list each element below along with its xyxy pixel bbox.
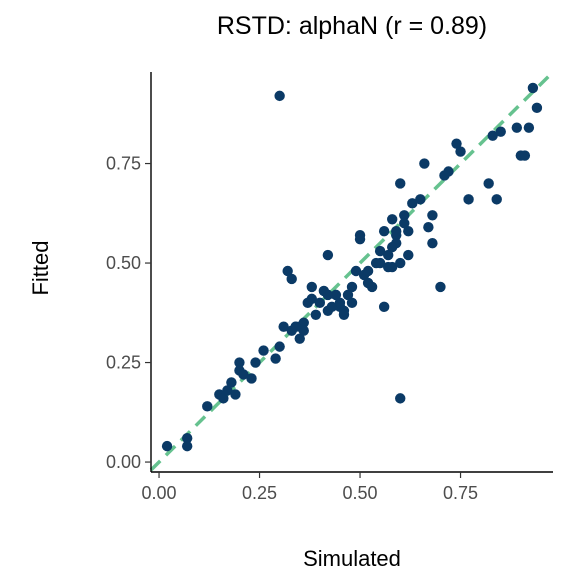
x-axis-title: Simulated xyxy=(303,546,401,571)
data-point xyxy=(519,150,531,161)
data-point xyxy=(399,210,410,221)
data-point xyxy=(181,440,193,452)
y-tick-label: 0.00 xyxy=(106,452,141,472)
data-point xyxy=(495,126,506,137)
data-point xyxy=(250,357,261,368)
data-point xyxy=(346,297,358,309)
data-point xyxy=(463,194,474,205)
data-point xyxy=(270,353,281,364)
data-point xyxy=(487,130,498,141)
data-point xyxy=(334,297,346,309)
data-point xyxy=(527,82,539,94)
data-point xyxy=(218,393,229,404)
data-point xyxy=(511,122,523,133)
data-point xyxy=(294,333,305,344)
data-point xyxy=(395,178,406,189)
data-point xyxy=(322,249,334,261)
data-point xyxy=(374,257,386,269)
data-point xyxy=(202,401,213,412)
data-point xyxy=(278,321,289,332)
data-point xyxy=(290,321,301,332)
data-point xyxy=(306,281,317,293)
data-point xyxy=(230,389,241,400)
points-layer xyxy=(161,82,543,452)
data-point xyxy=(387,241,398,253)
data-point xyxy=(403,249,414,261)
y-tick-label: 0.25 xyxy=(106,353,141,373)
x-tick-label: 0.50 xyxy=(343,483,378,503)
data-point xyxy=(346,281,358,293)
data-point xyxy=(403,226,414,237)
data-point xyxy=(310,309,322,320)
data-point xyxy=(234,357,245,368)
data-point xyxy=(395,393,406,404)
data-point xyxy=(378,226,390,237)
data-point xyxy=(362,265,374,277)
data-point xyxy=(366,281,378,293)
data-point xyxy=(391,226,402,237)
data-point xyxy=(427,210,438,221)
data-point xyxy=(161,440,173,452)
data-point xyxy=(387,214,398,225)
data-point xyxy=(415,194,426,205)
y-tick-label: 0.50 xyxy=(106,253,141,273)
data-point xyxy=(523,122,535,133)
data-point xyxy=(246,373,257,384)
data-point xyxy=(282,265,293,277)
data-point xyxy=(382,249,394,261)
data-point xyxy=(342,289,354,301)
data-point xyxy=(378,301,390,313)
data-point xyxy=(407,198,418,209)
data-point xyxy=(350,265,362,277)
data-point xyxy=(395,257,406,269)
data-point xyxy=(298,325,309,336)
data-point xyxy=(451,138,462,149)
data-point xyxy=(258,345,269,356)
data-point xyxy=(286,273,297,285)
data-point xyxy=(423,222,434,233)
data-point xyxy=(181,432,193,444)
data-point xyxy=(435,281,446,293)
data-point xyxy=(274,341,285,352)
data-point xyxy=(455,146,466,157)
data-point xyxy=(483,178,494,189)
data-point xyxy=(322,289,334,301)
data-point xyxy=(419,158,430,169)
data-point xyxy=(306,293,317,305)
y-tick-label: 0.75 xyxy=(106,154,141,174)
data-point xyxy=(531,102,543,114)
y-axis-title: Fitted xyxy=(28,240,53,295)
data-point xyxy=(354,233,366,245)
x-tick-label: 0.25 xyxy=(242,483,277,503)
data-point xyxy=(427,237,438,249)
data-point xyxy=(330,289,342,301)
axes-layer xyxy=(150,72,553,473)
data-point xyxy=(399,218,410,229)
data-point xyxy=(222,385,233,396)
data-point xyxy=(326,301,338,313)
data-point xyxy=(274,90,285,102)
x-tick-label: 0.00 xyxy=(142,483,177,503)
data-point xyxy=(443,166,454,177)
data-point xyxy=(238,369,249,380)
data-point xyxy=(298,317,309,328)
data-point xyxy=(338,309,350,320)
data-point xyxy=(314,297,326,309)
chart-title: RSTD: alphaN (r = 0.89) xyxy=(217,12,487,40)
ticks-layer: 0.00 0.25 0.50 0.75 0.00 0.25 0.50 0.75 xyxy=(106,154,478,503)
data-point xyxy=(226,377,237,388)
x-tick-label: 0.75 xyxy=(443,483,478,503)
data-point xyxy=(491,194,502,205)
data-point xyxy=(374,245,386,257)
data-point xyxy=(387,261,398,273)
